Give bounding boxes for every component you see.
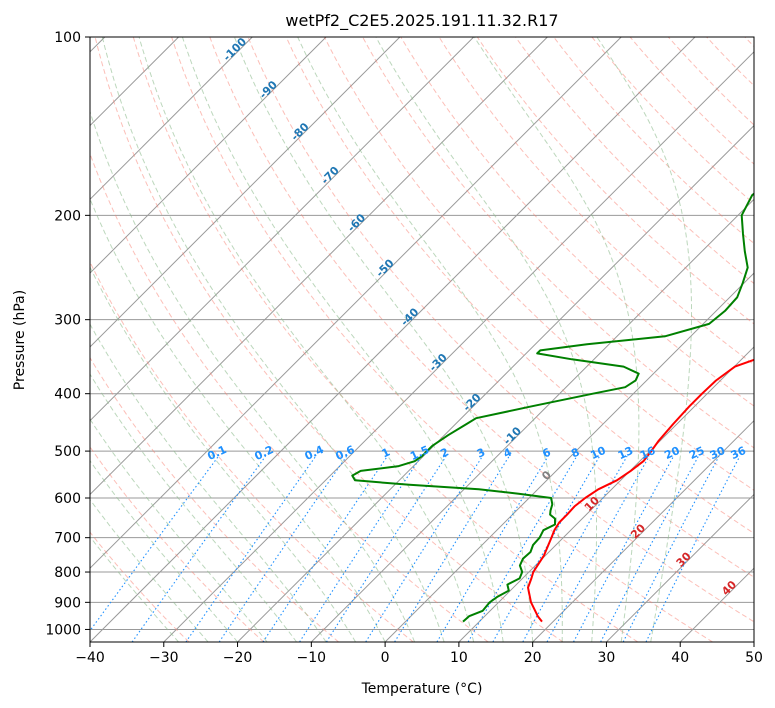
x-tick-label: −10 bbox=[297, 650, 327, 666]
isotherm-line bbox=[458, 346, 754, 642]
moist-adiabat-line bbox=[138, 37, 475, 642]
plot-frame bbox=[89, 36, 755, 643]
y-axis-label: Pressure (hPa) bbox=[12, 290, 28, 390]
mixing-ratio-line bbox=[467, 455, 578, 642]
mixing-ratio-label: 25 bbox=[687, 444, 706, 462]
dry-adiabat-line bbox=[438, 37, 754, 366]
dry-adiabat-line bbox=[94, 37, 564, 642]
pressure-grid bbox=[90, 37, 754, 630]
x-tick-label: 40 bbox=[671, 650, 689, 666]
dry-adiabat-line bbox=[90, 356, 339, 642]
axes: −40 −30 −20 −10 0 10 20 30 40 50 100 200 300 400 500 60… bbox=[45, 30, 763, 666]
moist-adiabat-line bbox=[375, 37, 597, 642]
y-tick-label: 1000 bbox=[45, 622, 81, 638]
sounding-series bbox=[351, 192, 754, 623]
dry-adiabat-line bbox=[285, 37, 754, 534]
moist-adiabat-line bbox=[473, 37, 640, 642]
mixing-ratio-line bbox=[394, 455, 510, 642]
mixing-ratio-line bbox=[645, 455, 741, 642]
chart-title: wetPf2_C2E5.2025.191.11.32.R17 bbox=[285, 11, 558, 31]
y-tick-label: 200 bbox=[54, 208, 81, 224]
dry-adiabat-line bbox=[514, 37, 754, 285]
moist-adiabat-line bbox=[101, 37, 445, 642]
isotherm-line bbox=[384, 272, 754, 642]
isotherm-line bbox=[163, 51, 754, 642]
isotherm-line bbox=[90, 37, 475, 422]
mixing-ratio-label: 30 bbox=[708, 444, 728, 462]
y-tick-label: 100 bbox=[54, 30, 81, 46]
x-tick-label: 20 bbox=[524, 650, 542, 666]
mixing-ratio-line bbox=[90, 455, 219, 632]
dry-adiabat-line bbox=[400, 37, 754, 407]
mixing-ratio-label: 13 bbox=[616, 444, 635, 462]
moist-adiabat-line bbox=[90, 418, 268, 642]
moist-adiabat-line bbox=[90, 323, 327, 642]
mixing-ratio-line bbox=[436, 455, 549, 642]
y-tick-label: 500 bbox=[54, 444, 81, 460]
moist-adiabat-line bbox=[596, 37, 692, 642]
y-tick-label: 700 bbox=[54, 531, 81, 547]
mixing-ratio-line bbox=[546, 455, 650, 642]
x-tick-label: −40 bbox=[75, 650, 105, 666]
moist-adiabat-line bbox=[233, 37, 534, 642]
moist-adiabat-line bbox=[90, 265, 357, 642]
y-tick-label: 900 bbox=[54, 595, 81, 611]
moist-adiabat-line bbox=[90, 197, 386, 642]
mixing-ratio-line bbox=[218, 455, 348, 642]
temperature-profile-line bbox=[527, 358, 754, 623]
isotherm-line bbox=[237, 124, 754, 642]
x-tick-label: −20 bbox=[223, 650, 253, 666]
mixing-ratio-label: 16 bbox=[638, 444, 658, 462]
y-tick-label: 600 bbox=[54, 491, 81, 507]
isotherm-line bbox=[532, 419, 754, 642]
isotherm-line bbox=[90, 37, 622, 569]
isotherm-line bbox=[606, 493, 754, 642]
y-tick-label: 300 bbox=[54, 313, 81, 329]
mixing-ratio-line bbox=[262, 455, 388, 642]
x-tick-label: 50 bbox=[745, 650, 763, 666]
dry-adiabat-line bbox=[209, 37, 754, 623]
dry-adiabat-line bbox=[323, 37, 754, 491]
x-axis-label: Temperature (°C) bbox=[361, 681, 483, 697]
mixing-ratio-label: 10 bbox=[588, 444, 608, 462]
mixing-ratio-label: 36 bbox=[729, 444, 749, 462]
dry-adiabat-line bbox=[171, 37, 713, 642]
isotherm-line bbox=[90, 37, 253, 201]
isotherm-line bbox=[90, 37, 696, 642]
x-tick-label: 30 bbox=[598, 650, 616, 666]
dewpoint-profile-line bbox=[351, 192, 754, 623]
mixing-ratio-line bbox=[522, 455, 628, 642]
mixing-ratio-label: 20 bbox=[662, 444, 682, 462]
moist-adiabat-line bbox=[297, 37, 563, 642]
mixing-ratio-line bbox=[131, 455, 267, 642]
dry-adiabat-line bbox=[247, 37, 754, 578]
y-tick-label: 400 bbox=[54, 387, 81, 403]
isotherm-line bbox=[90, 37, 548, 496]
isotherm-line bbox=[90, 37, 401, 348]
y-tick-label: 800 bbox=[54, 565, 81, 581]
thermo-background-lines bbox=[90, 37, 754, 642]
dry-adiabat-line bbox=[90, 531, 190, 642]
dry-adiabat-line bbox=[90, 260, 414, 642]
x-tick-label: −30 bbox=[149, 650, 179, 666]
mixing-ratio-line bbox=[185, 455, 317, 642]
x-tick-label: 10 bbox=[450, 650, 468, 666]
moist-adiabat-line bbox=[90, 373, 297, 642]
x-tick-label: 0 bbox=[381, 650, 390, 666]
isotherm-line bbox=[90, 37, 327, 274]
